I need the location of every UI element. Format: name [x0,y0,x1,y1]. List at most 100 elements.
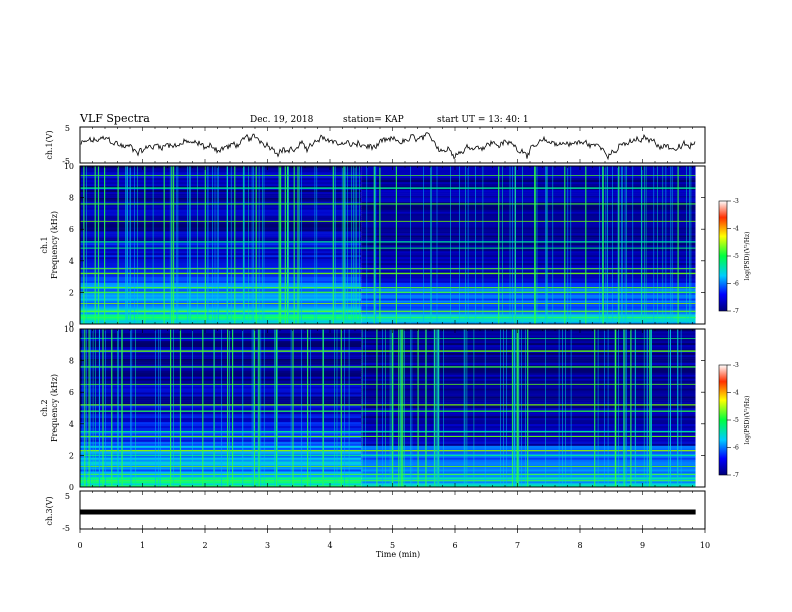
spectrogram-band [361,308,696,311]
spectrogram-band [80,360,362,363]
time-axis: 0 1 2 3 4 5 6 7 8 9 10 [77,529,710,550]
spectrogram-band [80,368,362,371]
spectrogram-band [361,453,696,456]
spectrogram-band [80,169,362,173]
spectrogram-nodata [695,329,705,487]
y-tick-label: 0 [69,320,74,329]
spectrogram-band [80,260,362,264]
spectrogram-band [80,336,362,340]
spectrogram-band [361,384,696,387]
spectrogram-band [361,475,696,478]
spectrogram-band [80,406,362,409]
spectrogram-band [361,304,696,307]
spectrogram-band [361,250,696,254]
spectrogram-band [361,483,696,486]
spectrogram-band [80,366,362,369]
spectrogram-band [361,262,696,266]
spectrogram-band [361,342,696,346]
spectrogram-band [361,274,696,277]
y-tick-label: 0 [69,483,74,492]
spectrogram-band [80,181,362,185]
x-tick-label: 9 [640,541,645,550]
spectrogram-band [80,235,362,238]
spectrogram-band [80,431,362,434]
spectrogram-band [80,193,362,196]
ch3-waveform-panel: 5 -5 ch.3(V) [45,490,706,533]
spectrogram-band [80,280,362,283]
spectrogram-band [80,344,362,348]
colorbar-tick-label: -7 [733,308,739,315]
spectrogram-band [80,455,362,458]
spectrogram-band [361,417,696,421]
spectrogram-band [80,250,362,254]
spectrogram-band [361,199,696,202]
spectrogram-band [361,256,696,260]
spectrogram-band [361,433,696,436]
ch2-colorbar-label: log(PSD)(V²/Hz) [744,396,751,445]
colorbar-tick-label: -4 [733,226,739,233]
spectrogram-band [80,221,362,224]
spectrogram-band [80,451,362,454]
spectrogram-band [80,239,362,242]
spectrogram-band [80,408,362,411]
spectrogram-band [361,388,696,391]
spectrogram-band [361,461,696,464]
spectrogram-band [361,284,696,287]
spectrogram-band [80,358,362,361]
spectrogram-band [80,354,362,357]
y-tick-label: 2 [69,288,74,297]
spectrogram-band [80,284,362,287]
spectrogram-band [80,477,362,480]
spectrogram-band [361,306,696,309]
spectrogram-band [361,237,696,240]
spectrogram-band [80,372,362,375]
time-axis-label: Time (min) [376,550,420,559]
spectrogram-band [80,329,362,332]
spectrogram-band [361,415,696,419]
spectrogram-band [80,459,362,462]
ch2-spectrogram-panel: 0 2 4 6 8 10 ch.2 Frequency (kHz) -3 -4 -5 -6 -7 … [40,325,751,492]
spectrogram-band [361,219,696,222]
spectrogram-band [361,312,696,315]
ch1-colorbar: -3 -4 -5 -6 -7 log(PSD)(V²/Hz) [718,198,751,315]
spectrogram-band [80,380,362,383]
spectrogram-band [80,384,362,387]
spectrogram-band [80,447,362,450]
spectrogram-band [361,413,696,417]
ch1-colorbar-gradient [718,200,728,312]
ch1-waveform-panel: 5 -5 ch.1(V) [45,124,706,166]
spectrogram-band [361,344,696,348]
spectrogram-band [361,320,696,323]
ch2-spec-ylabel-freq: Frequency (kHz) [50,374,59,442]
spectrogram-band [80,179,362,183]
spectrogram-band [361,419,696,423]
spectrogram-band [361,439,696,442]
spectrogram-band [361,233,696,236]
spectrogram-band [361,469,696,472]
spectrogram-band [361,457,696,460]
y-tick-label: 4 [69,420,74,429]
figure-title: VLF Spectra [79,112,150,125]
colorbar-tick-label: -4 [733,390,739,397]
spectrogram-band [361,266,696,269]
spectrogram-band [361,177,696,181]
spectrogram-band [361,425,696,429]
spectrogram-band [361,179,696,183]
spectrogram-band [361,248,696,252]
spectrogram-band [361,360,696,363]
spectrogram-band [361,356,696,359]
spectrogram-band [80,171,362,175]
colorbar-tick-label: -5 [733,417,739,424]
spectrogram-band [80,203,362,206]
spectrogram-band [80,197,362,200]
spectrogram-band [361,368,696,371]
spectrogram-band [80,227,362,230]
x-tick-label: 10 [700,541,710,550]
spectrogram-band [80,215,362,218]
spectrogram-band [80,219,362,222]
spectrogram-band [361,354,696,357]
y-tick-label: 6 [69,225,74,234]
spectrogram-band [80,254,362,258]
spectrogram-band [80,330,362,334]
spectrogram-band [361,392,696,395]
